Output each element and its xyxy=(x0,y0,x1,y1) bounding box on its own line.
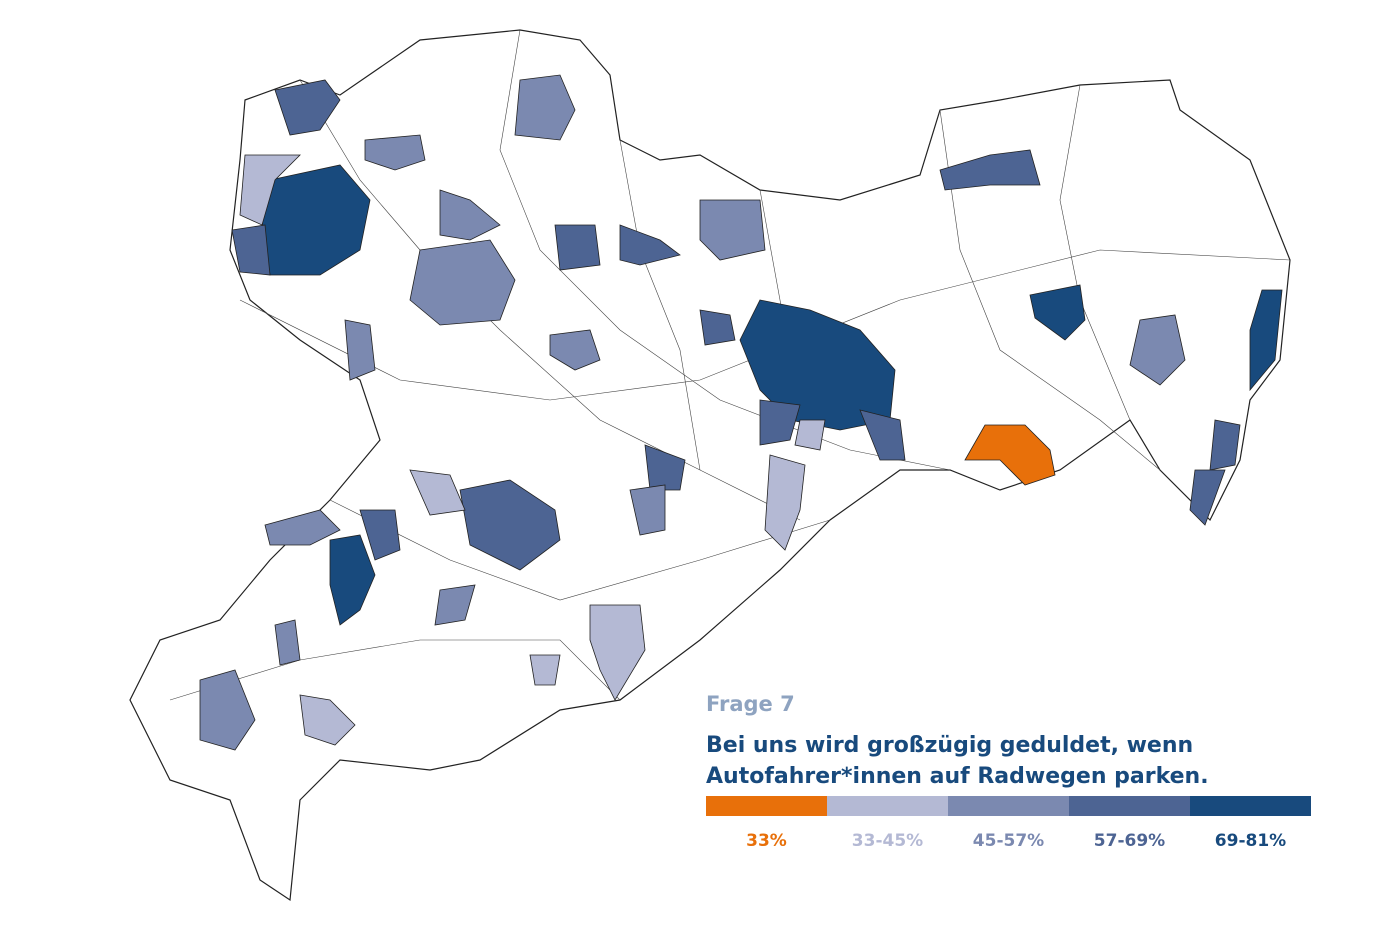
region xyxy=(409,469,466,516)
region xyxy=(589,604,646,701)
legend-swatch xyxy=(1190,796,1311,816)
region xyxy=(644,444,686,491)
region xyxy=(699,199,766,261)
legend: 33% 33-45% 45-57% 57-69% 69-81% xyxy=(706,796,1311,851)
region xyxy=(514,74,576,141)
region xyxy=(1129,314,1186,386)
question-label: Frage 7 xyxy=(706,692,795,716)
region xyxy=(409,239,516,326)
title-line: Bei uns wird großzügig geduldet, wenn xyxy=(706,733,1194,758)
legend-item: 33-45% xyxy=(827,796,948,851)
region xyxy=(231,224,271,276)
region xyxy=(439,189,501,241)
region xyxy=(554,224,601,271)
legend-item: 57-69% xyxy=(1069,796,1190,851)
region xyxy=(359,509,401,561)
region xyxy=(859,409,906,461)
region xyxy=(629,484,666,536)
region xyxy=(1029,284,1086,341)
region xyxy=(199,669,256,751)
region xyxy=(619,224,681,266)
region xyxy=(1249,289,1283,392)
legend-swatch xyxy=(1069,796,1190,816)
region xyxy=(794,419,826,451)
legend-swatch xyxy=(948,796,1069,816)
state-outline xyxy=(129,29,1291,902)
legend-swatch xyxy=(827,796,948,816)
legend-label: 69-81% xyxy=(1214,831,1287,851)
legend-item: 69-81% xyxy=(1190,796,1311,851)
region xyxy=(274,619,301,666)
region xyxy=(239,154,301,226)
region xyxy=(964,424,1056,486)
region xyxy=(759,399,801,446)
regions xyxy=(199,74,1283,751)
region xyxy=(764,454,806,551)
region xyxy=(529,654,561,686)
legend-label: 33% xyxy=(746,831,787,851)
legend-item: 33% xyxy=(706,796,827,851)
region xyxy=(344,319,376,381)
title-line: Autofahrer*innen auf Radwegen parken. xyxy=(706,764,1209,789)
region xyxy=(274,79,341,136)
region xyxy=(1209,419,1241,471)
region xyxy=(549,329,601,371)
region xyxy=(264,509,341,546)
legend-label: 57-69% xyxy=(1093,831,1166,851)
legend-label: 33-45% xyxy=(851,831,924,851)
region xyxy=(939,149,1041,191)
region xyxy=(459,479,561,571)
region xyxy=(329,534,376,626)
region xyxy=(299,694,356,746)
region xyxy=(1189,469,1226,526)
legend-swatch xyxy=(706,796,827,816)
question-title: Bei uns wird großzügig geduldet, wenn Au… xyxy=(706,730,1209,792)
legend-label: 45-57% xyxy=(972,831,1045,851)
region xyxy=(364,134,426,171)
legend-item: 45-57% xyxy=(948,796,1069,851)
region xyxy=(739,299,896,431)
region xyxy=(699,309,736,346)
region xyxy=(434,584,476,626)
